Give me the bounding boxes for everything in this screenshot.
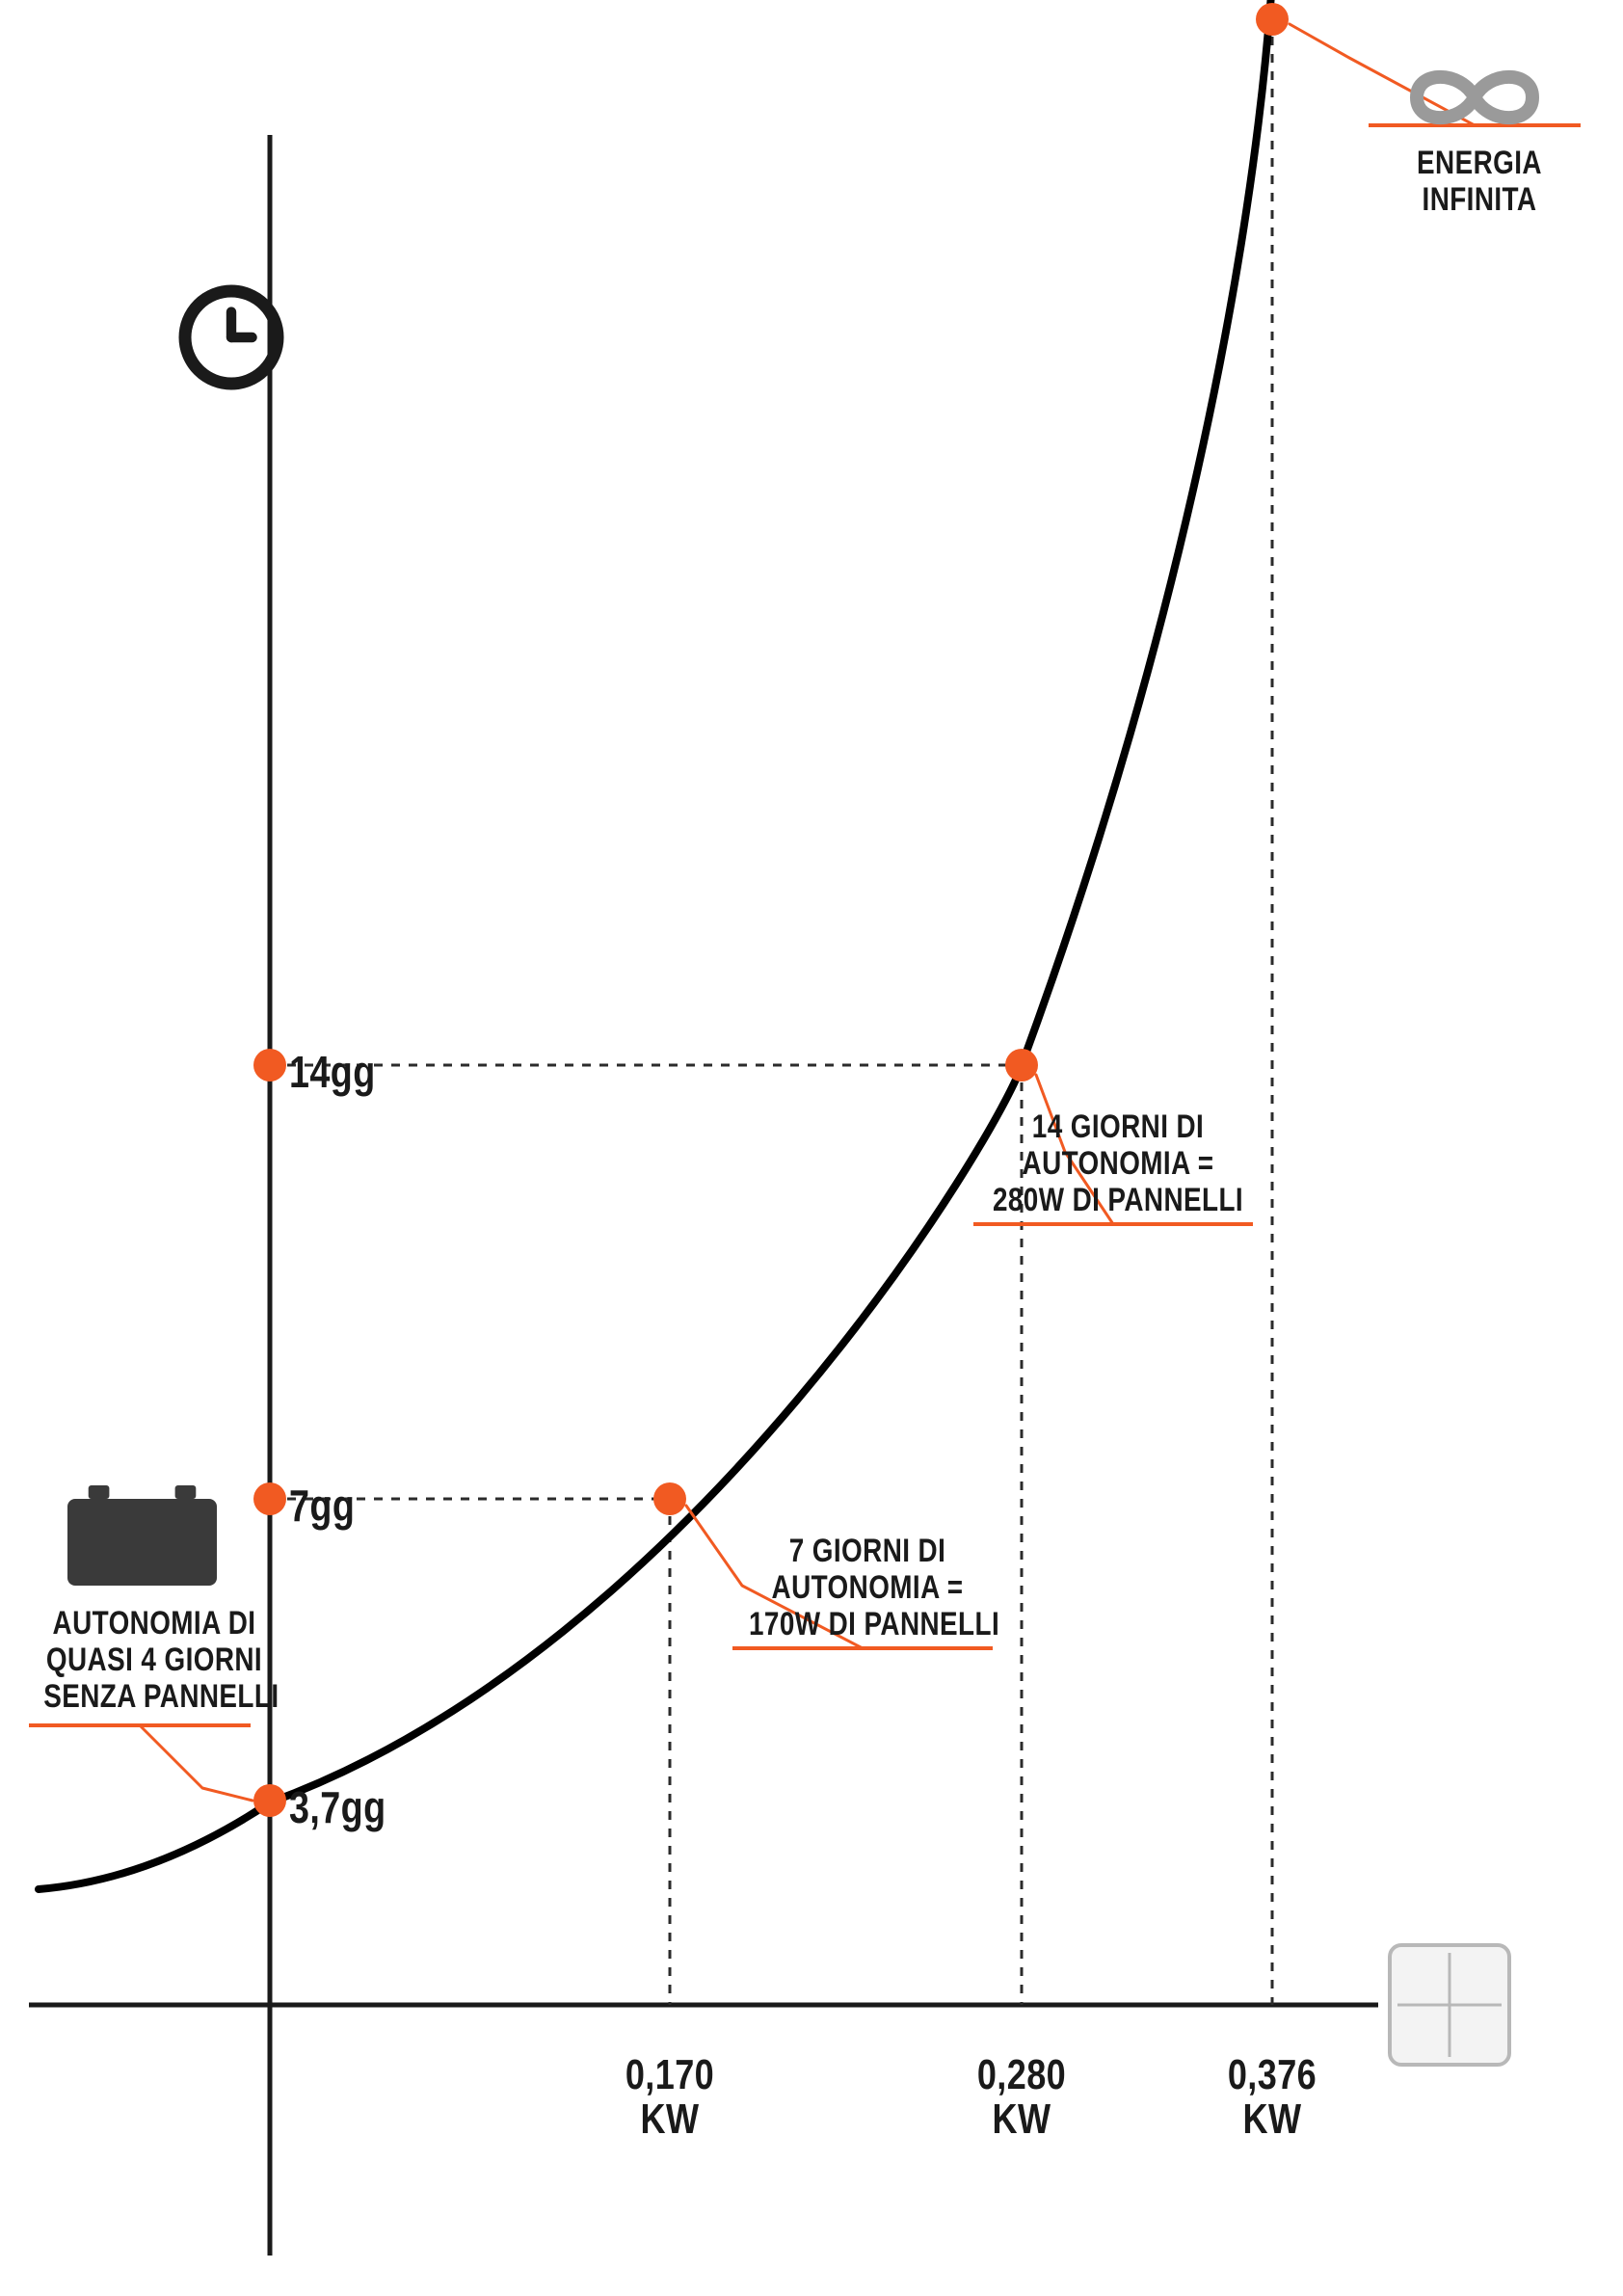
data-point [253, 1784, 286, 1817]
data-point [1005, 1049, 1038, 1081]
y-tick-label: 7gg [289, 1480, 355, 1532]
data-point [1256, 3, 1289, 36]
x-tick-label: 0,280 KW [943, 2053, 1101, 2142]
clock-icon [185, 291, 278, 384]
callout-leader [140, 1725, 253, 1801]
chart-stage: AUTONOMIA DI QUASI 4 GIORNI SENZA PANNEL… [0, 0, 1623, 2296]
solar-panel-icon [1390, 1945, 1509, 2065]
y-tick-label: 14gg [289, 1046, 376, 1098]
data-point [653, 1482, 686, 1515]
callout-text: 7 GIORNI DI AUTONOMIA = 170W DI PANNELLI [749, 1533, 986, 1642]
callout-text: ENERGIA INFINITA [1372, 145, 1585, 218]
data-point [253, 1049, 286, 1081]
x-tick-label: 0,170 KW [591, 2053, 749, 2142]
chart-svg [0, 0, 1623, 2296]
y-tick-label: 3,7gg [289, 1781, 386, 1833]
data-point [253, 1482, 286, 1515]
infinity-icon [1417, 77, 1532, 118]
callout-text: 14 GIORNI DI AUTONOMIA = 280W DI PANNELL… [992, 1108, 1244, 1218]
battery-icon [67, 1485, 217, 1586]
callout-text: AUTONOMIA DI QUASI 4 GIORNI SENZA PANNEL… [43, 1605, 265, 1715]
x-tick-label: 0,376 KW [1193, 2053, 1351, 2142]
